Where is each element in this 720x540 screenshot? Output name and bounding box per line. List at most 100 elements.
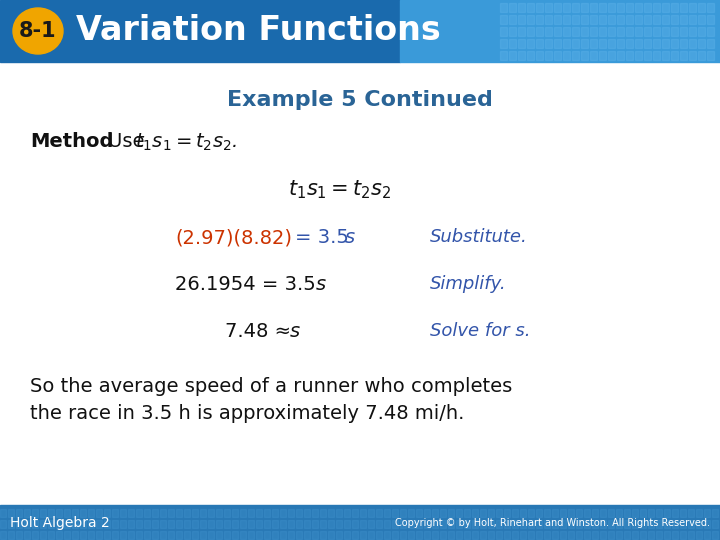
Bar bbox=[568, 531, 574, 539]
Bar bbox=[563, 39, 570, 48]
Bar bbox=[656, 520, 662, 528]
Text: s: s bbox=[316, 275, 326, 294]
Bar bbox=[672, 531, 678, 539]
Bar bbox=[224, 531, 230, 539]
Bar bbox=[320, 520, 326, 528]
Bar bbox=[518, 39, 525, 48]
Bar bbox=[464, 520, 470, 528]
Text: So the average speed of a runner who completes
the race in 3.5 h is approximatel: So the average speed of a runner who com… bbox=[30, 377, 512, 423]
Bar bbox=[552, 509, 558, 517]
Bar bbox=[576, 520, 582, 528]
Bar bbox=[563, 51, 570, 60]
Bar bbox=[288, 509, 294, 517]
Bar bbox=[176, 531, 182, 539]
Bar bbox=[296, 520, 302, 528]
Bar bbox=[400, 520, 406, 528]
Bar bbox=[40, 520, 46, 528]
Bar bbox=[554, 39, 561, 48]
Bar bbox=[192, 509, 198, 517]
Bar bbox=[136, 509, 142, 517]
Bar bbox=[696, 531, 702, 539]
Bar bbox=[662, 3, 669, 12]
Bar bbox=[560, 531, 566, 539]
Bar bbox=[336, 509, 342, 517]
Bar bbox=[416, 520, 422, 528]
Bar bbox=[590, 51, 597, 60]
Bar bbox=[272, 531, 278, 539]
Bar bbox=[568, 520, 574, 528]
Bar bbox=[608, 531, 614, 539]
Bar bbox=[527, 27, 534, 36]
Bar bbox=[128, 520, 134, 528]
Text: Substitute.: Substitute. bbox=[430, 228, 528, 246]
Bar bbox=[635, 15, 642, 24]
Bar bbox=[581, 3, 588, 12]
Bar bbox=[72, 520, 78, 528]
Bar bbox=[572, 39, 579, 48]
Bar bbox=[608, 39, 615, 48]
Bar bbox=[581, 27, 588, 36]
Bar bbox=[128, 531, 134, 539]
Bar bbox=[608, 3, 615, 12]
Bar bbox=[509, 51, 516, 60]
Bar bbox=[200, 531, 206, 539]
Bar bbox=[368, 509, 374, 517]
Bar bbox=[288, 531, 294, 539]
Bar bbox=[527, 3, 534, 12]
Bar bbox=[456, 520, 462, 528]
Bar bbox=[304, 509, 310, 517]
Bar bbox=[208, 520, 214, 528]
Bar bbox=[624, 520, 630, 528]
Bar bbox=[592, 520, 598, 528]
Bar bbox=[144, 531, 150, 539]
Bar bbox=[648, 520, 654, 528]
Bar bbox=[48, 509, 54, 517]
Bar bbox=[504, 509, 510, 517]
Bar bbox=[616, 531, 622, 539]
Bar bbox=[456, 509, 462, 517]
Bar bbox=[0, 531, 6, 539]
Bar bbox=[560, 509, 566, 517]
Bar bbox=[184, 520, 190, 528]
Bar bbox=[432, 531, 438, 539]
Bar bbox=[672, 520, 678, 528]
Text: 7.48 ≈: 7.48 ≈ bbox=[225, 322, 297, 341]
Bar bbox=[88, 509, 94, 517]
Text: Holt Algebra 2: Holt Algebra 2 bbox=[10, 516, 109, 530]
Bar bbox=[536, 3, 543, 12]
Bar bbox=[520, 531, 526, 539]
Bar bbox=[554, 51, 561, 60]
Bar bbox=[416, 531, 422, 539]
Bar bbox=[698, 39, 705, 48]
Bar bbox=[554, 3, 561, 12]
Bar bbox=[280, 531, 286, 539]
Bar bbox=[581, 39, 588, 48]
Bar bbox=[527, 51, 534, 60]
Bar bbox=[671, 15, 678, 24]
Bar bbox=[112, 531, 118, 539]
Bar bbox=[400, 531, 406, 539]
Bar bbox=[664, 509, 670, 517]
Bar bbox=[448, 520, 454, 528]
Bar bbox=[689, 3, 696, 12]
Bar bbox=[104, 531, 110, 539]
Bar bbox=[599, 27, 606, 36]
Bar bbox=[160, 520, 166, 528]
Bar bbox=[635, 3, 642, 12]
Bar bbox=[704, 509, 710, 517]
Bar bbox=[599, 39, 606, 48]
Bar bbox=[640, 520, 646, 528]
Bar bbox=[632, 520, 638, 528]
Bar bbox=[545, 27, 552, 36]
Bar bbox=[344, 520, 350, 528]
Bar bbox=[509, 3, 516, 12]
Bar bbox=[312, 531, 318, 539]
Bar bbox=[500, 15, 507, 24]
Bar bbox=[72, 509, 78, 517]
Bar bbox=[64, 509, 70, 517]
Bar bbox=[336, 520, 342, 528]
Bar bbox=[680, 15, 687, 24]
Bar bbox=[520, 520, 526, 528]
Bar bbox=[152, 531, 158, 539]
Bar bbox=[320, 531, 326, 539]
